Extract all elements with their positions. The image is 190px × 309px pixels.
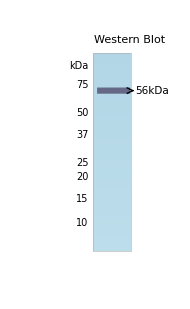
- Bar: [93, 204, 131, 206]
- Bar: [93, 107, 131, 110]
- Text: 20: 20: [76, 172, 89, 182]
- Bar: [93, 112, 131, 115]
- Bar: [93, 174, 131, 177]
- Text: 50: 50: [76, 108, 89, 118]
- Bar: [93, 244, 131, 246]
- Bar: [93, 157, 131, 159]
- Bar: [93, 82, 131, 85]
- Bar: [93, 60, 131, 62]
- Bar: [93, 129, 131, 132]
- Bar: [93, 236, 131, 239]
- Bar: [93, 132, 131, 134]
- Bar: [93, 199, 131, 201]
- Bar: [93, 192, 131, 194]
- Bar: [93, 90, 131, 92]
- Bar: [93, 194, 131, 197]
- Bar: [93, 224, 131, 226]
- Bar: [93, 241, 131, 244]
- Bar: [93, 154, 131, 157]
- Bar: [93, 142, 131, 144]
- Bar: [93, 92, 131, 95]
- Bar: [93, 72, 131, 75]
- Bar: [93, 105, 131, 107]
- Bar: [93, 246, 131, 249]
- Bar: [93, 179, 131, 182]
- Bar: [93, 197, 131, 199]
- Bar: [93, 167, 131, 169]
- Bar: [93, 159, 131, 162]
- Bar: [93, 77, 131, 80]
- Bar: [93, 172, 131, 174]
- Bar: [93, 162, 131, 164]
- FancyBboxPatch shape: [97, 87, 130, 94]
- Bar: [93, 125, 131, 127]
- Bar: [93, 127, 131, 129]
- Bar: [93, 139, 131, 142]
- Bar: [93, 120, 131, 122]
- Bar: [93, 53, 131, 251]
- Bar: [93, 169, 131, 172]
- Bar: [93, 211, 131, 214]
- Text: 10: 10: [76, 218, 89, 228]
- Bar: [93, 95, 131, 97]
- Bar: [93, 67, 131, 70]
- Bar: [93, 222, 131, 224]
- Bar: [93, 70, 131, 72]
- Bar: [93, 137, 131, 139]
- Bar: [93, 57, 131, 60]
- Bar: [93, 115, 131, 117]
- Text: 15: 15: [76, 194, 89, 204]
- Bar: [93, 102, 131, 105]
- Bar: [93, 189, 131, 192]
- Bar: [93, 110, 131, 112]
- Bar: [93, 226, 131, 229]
- Bar: [93, 229, 131, 231]
- Bar: [93, 219, 131, 222]
- Bar: [93, 100, 131, 102]
- Bar: [93, 184, 131, 187]
- Bar: [93, 164, 131, 167]
- Bar: [93, 147, 131, 149]
- Bar: [93, 152, 131, 154]
- Bar: [93, 239, 131, 241]
- Text: 56kDa: 56kDa: [136, 86, 169, 95]
- Bar: [93, 117, 131, 120]
- Bar: [93, 87, 131, 90]
- Bar: [93, 144, 131, 147]
- Bar: [93, 234, 131, 236]
- Bar: [93, 231, 131, 234]
- Text: 25: 25: [76, 158, 89, 168]
- Bar: [93, 80, 131, 82]
- Bar: [93, 134, 131, 137]
- Bar: [93, 182, 131, 184]
- Bar: [93, 187, 131, 189]
- Bar: [93, 85, 131, 87]
- Bar: [93, 97, 131, 100]
- Bar: [93, 206, 131, 209]
- Bar: [93, 201, 131, 204]
- Bar: [93, 62, 131, 65]
- Bar: [93, 209, 131, 211]
- Bar: [93, 65, 131, 67]
- Bar: [93, 149, 131, 152]
- Bar: [93, 122, 131, 125]
- Bar: [93, 177, 131, 179]
- Text: 75: 75: [76, 80, 89, 90]
- Text: Western Blot: Western Blot: [94, 36, 165, 45]
- Bar: [93, 75, 131, 77]
- Text: 37: 37: [76, 130, 89, 140]
- Text: kDa: kDa: [69, 61, 89, 71]
- Bar: [93, 55, 131, 57]
- Bar: [93, 249, 131, 251]
- Bar: [93, 53, 131, 55]
- Bar: [93, 216, 131, 219]
- Bar: [93, 214, 131, 216]
